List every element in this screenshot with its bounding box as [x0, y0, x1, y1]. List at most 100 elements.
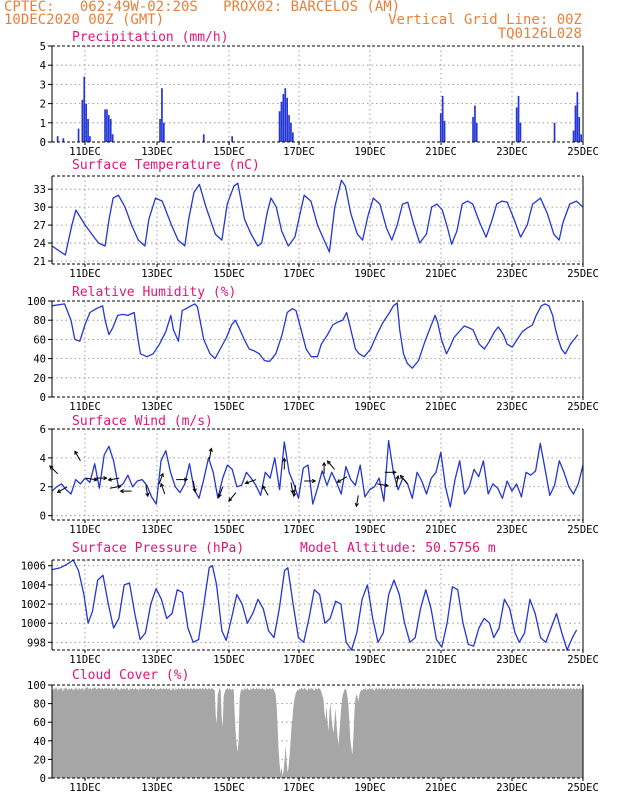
y-tick-label: 0 [40, 511, 46, 523]
wind-arrow-head [160, 482, 165, 488]
wind-arrow-shaft [228, 492, 237, 502]
wind-arrow [322, 461, 327, 474]
wind-arrow-shaft [400, 475, 408, 485]
precip-bar [87, 119, 89, 142]
precip-bar [519, 122, 522, 142]
wind-arrow-shaft [208, 448, 212, 460]
y-tick-label: 1 [40, 118, 46, 130]
x-tick-label: 19DEC [354, 146, 386, 158]
panel-title: Relative Humidity (%) [72, 285, 236, 300]
y-tick-label: 4 [40, 453, 46, 465]
y-tick-label: 6 [40, 424, 46, 436]
wind-arrow-head [384, 483, 390, 488]
y-tick-label: 0 [40, 137, 46, 149]
x-tick-label: 21DEC [425, 654, 457, 666]
precip-bar [56, 136, 59, 142]
x-tick-label: 23DEC [496, 782, 528, 794]
x-tick-label: 11DEC [69, 654, 101, 666]
y-tick-label: 100 [27, 680, 46, 692]
precip-bar [576, 92, 579, 142]
wind-arrow-head [74, 450, 79, 455]
header-run-date: 10DEC2020 00Z (GMT) [4, 12, 165, 28]
precip-bar [83, 76, 86, 142]
wind-arrow [244, 479, 257, 485]
temp-line [51, 179, 584, 256]
precip-bar [286, 97, 288, 142]
wind-arrow [395, 474, 400, 487]
x-tick-label: 15DEC [213, 268, 245, 280]
x-tick-label: 19DEC [354, 524, 386, 536]
wind-arrow-head [119, 488, 124, 494]
precip-bar [231, 136, 233, 142]
wind-arrow [326, 460, 335, 470]
y-tick-label: 0 [40, 773, 46, 785]
x-tick-label: 13DEC [141, 524, 173, 536]
wind-arrow-shaft [327, 460, 335, 470]
x-tick-label: 19DEC [354, 268, 386, 280]
wind-arrow-shaft [160, 483, 166, 495]
y-tick-label: 80 [33, 315, 46, 327]
precip-bar [202, 134, 205, 142]
y-tick-label: 40 [33, 354, 46, 366]
x-tick-label: 11DEC [69, 268, 101, 280]
precip-bar [474, 105, 476, 142]
wind-arrow-shaft [337, 476, 348, 483]
precip-bar [163, 122, 165, 142]
x-tick-label: 15DEC [213, 654, 245, 666]
wind-line [51, 439, 584, 508]
x-tick-label: 21DEC [425, 401, 457, 413]
x-tick-label: 25DEC [567, 268, 599, 280]
precip-bar [111, 134, 114, 142]
x-tick-label: 19DEC [354, 401, 386, 413]
x-tick-label: 23DEC [496, 524, 528, 536]
wind-arrow-head [326, 460, 331, 465]
wind-arrow [354, 495, 359, 508]
precip-bar [292, 132, 294, 142]
y-tick-label: 24 [33, 238, 46, 250]
pres-line [51, 559, 578, 651]
wind-arrow-shaft [377, 483, 389, 487]
wind-arrow-shaft [245, 479, 257, 484]
wind-arrow-shaft [355, 495, 359, 507]
x-tick-label: 17DEC [283, 146, 315, 158]
precip-bar [278, 111, 281, 142]
precip-bar [475, 122, 478, 142]
x-tick-label: 17DEC [283, 782, 315, 794]
y-tick-label: 1000 [21, 618, 46, 630]
x-tick-label: 25DEC [567, 146, 599, 158]
precip-bar [517, 95, 520, 142]
precip-bar [280, 101, 283, 142]
precip-bar [108, 115, 110, 142]
y-tick-label: 5 [40, 41, 46, 53]
x-tick-label: 13DEC [141, 654, 173, 666]
precip-bar [290, 122, 292, 142]
rh-line [51, 302, 579, 369]
y-tick-label: 21 [33, 256, 46, 268]
header-grid-note: Vertical Grid Line: 00Z [388, 12, 582, 28]
wind-arrow-head [103, 475, 108, 481]
wind-arrow-head [228, 497, 233, 502]
wind-arrow [217, 486, 224, 499]
precip-bar [288, 115, 290, 142]
cloud-area [52, 686, 583, 778]
wind-arrow-head [354, 502, 359, 508]
precip-bar [441, 95, 444, 142]
wind-arrow-head [399, 474, 404, 480]
y-tick-label: 1002 [21, 599, 46, 611]
x-tick-label: 13DEC [141, 782, 173, 794]
precip-bar [85, 103, 87, 142]
panel-precip: 0 1 2 3 4 5 11DEC 13DEC 15DEC 17DEC 19DEC 21DEC 23DE… [40, 30, 599, 158]
precip-bar [81, 99, 84, 142]
wind-arrow [74, 450, 81, 462]
wind-arrow [107, 477, 120, 482]
panel-cloud: 0 20 40 60 80 100 11DEC 13DEC 15DEC 17DEC 19DEC 21D… [27, 668, 599, 794]
y-tick-label: 2 [40, 99, 46, 111]
y-tick-label: 60 [33, 717, 46, 729]
y-tick-label: 30 [33, 202, 46, 214]
x-tick-label: 15DEC [213, 401, 245, 413]
x-tick-label: 21DEC [425, 782, 457, 794]
wind-arrow-head [93, 477, 99, 482]
y-tick-label: 2 [40, 482, 46, 494]
wind-arrow-shaft [192, 480, 196, 492]
precip-bar [572, 130, 575, 142]
